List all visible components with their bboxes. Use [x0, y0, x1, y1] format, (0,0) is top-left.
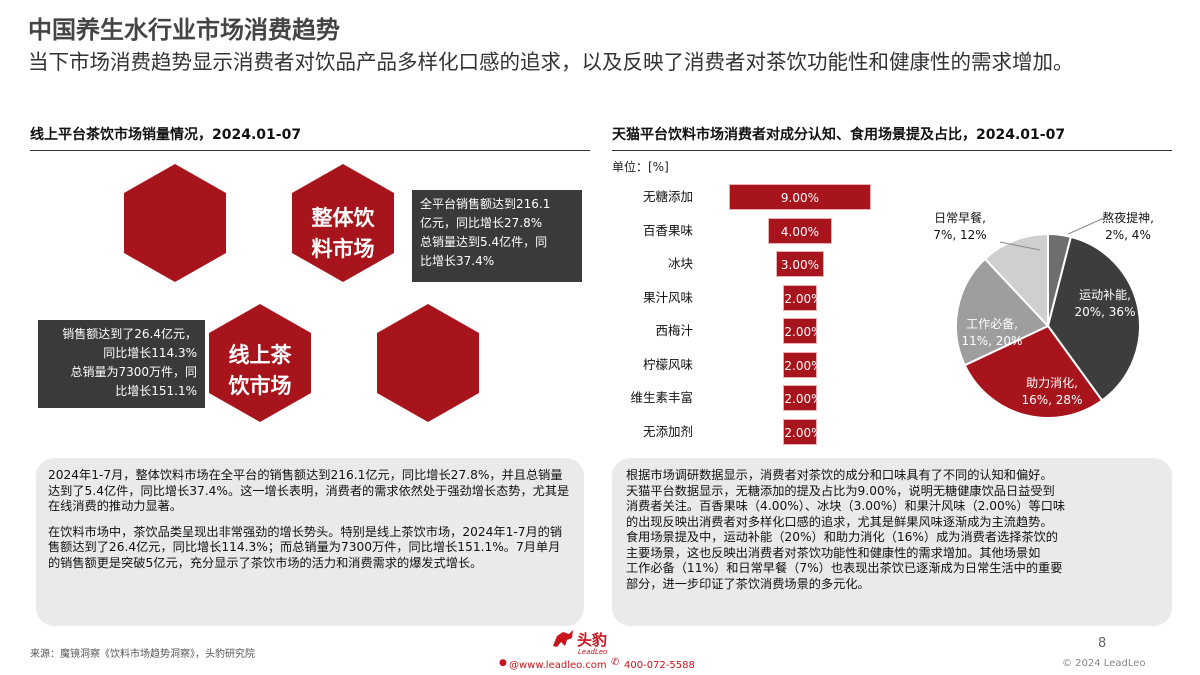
stats-line: 全平台销售额达到216.1	[420, 197, 551, 211]
pie-slice	[1046, 235, 1141, 402]
right-summary-note: 根据市场调研数据显示，消费者对茶饮的成分和口味具有了不同的认知和偏好。 天猫平台…	[612, 458, 1172, 626]
online-tea-stats-box: 销售额达到了26.4亿元， 同比增长114.3% 总销量为7300万件，同 比增…	[38, 320, 205, 408]
hexagon-graphic	[124, 164, 479, 422]
funnel-category-label: 维生素丰富	[630, 390, 693, 405]
overall-market-stats-box: 全平台销售额达到216.1 亿元，同比增长27.8% 总销量达到5.4亿件，同 …	[412, 190, 582, 282]
pie-label-late-night: 熬夜提神, 2%, 4%	[1102, 211, 1154, 242]
funnel-bar: 3.00%	[775, 251, 825, 277]
stats-line: 亿元，同比增长27.8%	[420, 216, 543, 230]
left-section-title: 线上平台茶饮市场销量情况，2024.01-07	[30, 127, 302, 143]
funnel-category-label: 无糖添加	[642, 189, 693, 204]
unit-label: 单位：[%]	[612, 160, 669, 174]
note-line: 主要场景，这也反映出消费者对茶饮功能性和健康性的需求增加。其他场景如	[626, 545, 1041, 560]
pie-label-work: 工作必备, 11%, 20%	[961, 317, 1023, 348]
pie-slice	[955, 257, 1050, 367]
note-line: 部分，进一步印证了茶饮消费场景的多元化。	[626, 576, 870, 591]
globe-icon: ●	[499, 658, 507, 668]
leopard-logo-icon	[553, 630, 573, 647]
funnel-bar: 2.00%	[783, 284, 823, 311]
funnel-bar: 2.00%	[783, 418, 823, 445]
stats-line: 同比增长114.3%	[103, 346, 197, 360]
logo-text: 头豹	[577, 631, 608, 649]
funnel-bar: 2.00%	[783, 318, 823, 344]
right-section-rule	[612, 150, 1172, 151]
left-summary-note: 2024年1-7月，整体饮料市场在全平台的销售额达到216.1亿元，同比增长27…	[36, 458, 584, 626]
note-line: 食用场景提及中，运动补能（20%）和助力消化（16%）成为消费者选择茶饮的	[626, 530, 1058, 544]
funnel-category-label: 百香果味	[642, 222, 693, 238]
page-number: 8	[1098, 636, 1107, 651]
hexagon-top-right	[292, 164, 394, 282]
funnel-bar: 9.00%	[728, 184, 872, 210]
note-paragraph: 2024年1-7月，整体饮料市场在全平台的销售额达到216.1亿元，同比增长27…	[48, 468, 570, 513]
funnel-bar: 4.00%	[767, 217, 833, 244]
pie-slice	[963, 324, 1104, 419]
pie-leader-lines	[1000, 217, 1105, 251]
funnel-category-label: 冰块	[667, 256, 693, 271]
pie-label-digestion: 助力消化, 16%, 28%	[1021, 376, 1083, 407]
stats-line: 总销量达到5.4亿件，同	[420, 235, 548, 249]
copyright: © 2024 LeadLeo	[1062, 658, 1146, 669]
note-line: 消费者关注。百香果味（4.00%）、冰块（3.00%）和果汁风味（2.00%）等…	[626, 499, 1066, 513]
phone-number: 400-072-5588	[624, 660, 695, 671]
phone-icon: ✆	[611, 657, 620, 668]
hex-overall-label-1: 整体饮	[311, 206, 375, 230]
note-paragraph: 在饮料市场中，茶饮品类呈现出非常强劲的增长势头。特别是线上茶饮市场，2024年1…	[48, 524, 563, 570]
note-line: 的出现反映出消费者对多样化口感的追求，尤其是鲜果风味逐渐成为主流趋势。	[626, 514, 1053, 529]
note-line: 工作必备（11%）和日常早餐（7%）也表现出茶饮已逐渐成为日常生活中的重要	[626, 561, 1063, 575]
website-link[interactable]: @www.leadleo.com	[509, 660, 607, 671]
funnel-bar: 2.00%	[783, 351, 823, 378]
left-section-rule	[30, 150, 590, 151]
pie-slice	[983, 232, 1049, 329]
stats-line: 销售额达到了26.4亿元，	[62, 327, 197, 341]
scenario-pie-chart	[955, 232, 1141, 419]
hexagon-top-left	[124, 164, 226, 282]
hexagon-bottom-left	[209, 304, 311, 422]
hex-online-label-1: 线上茶	[228, 343, 292, 367]
hexagon-bottom-right	[377, 304, 479, 422]
page-title: 中国养生水行业市场消费趋势	[28, 16, 340, 44]
note-line: 天猫平台数据显示，无糖添加的提及占比为9.00%，说明无糖健康饮品日益受到	[626, 483, 1055, 498]
note-line: 根据市场调研数据显示，消费者对茶饮的成分和口味具有了不同的认知和偏好。	[626, 468, 1053, 482]
funnel-category-label: 无添加剂	[642, 423, 693, 439]
right-section-title: 天猫平台饮料市场消费者对成分认知、食用场景提及占比，2024.01-07	[612, 127, 1066, 143]
funnel-category-label: 果汁风味	[642, 289, 693, 305]
stats-line: 比增长151.1%	[115, 384, 197, 398]
source-note: 来源：魔镜洞察《饮料市场趋势洞察》，头豹研究院	[30, 649, 255, 660]
logo-subtext: LeadLeo	[578, 648, 608, 656]
stats-line: 总销量为7300万件，同	[70, 365, 197, 379]
pie-label-sports: 运动补能, 20%, 36%	[1074, 288, 1136, 319]
pie-label-breakfast: 日常早餐, 7%, 12%	[933, 211, 987, 242]
funnel-category-label: 柠檬风味	[642, 356, 693, 372]
stats-line: 比增长37.4%	[420, 254, 495, 268]
page-subtitle: 当下市场消费趋势显示消费者对饮品产品多样化口感的追求，以及反映了消费者对茶饮功能…	[28, 50, 1074, 74]
hex-overall-label-2: 料市场	[311, 237, 375, 261]
hex-online-label-2: 饮市场	[228, 374, 292, 398]
funnel-category-label: 西梅汁	[655, 323, 693, 338]
funnel-bar: 2.00%	[783, 385, 823, 411]
